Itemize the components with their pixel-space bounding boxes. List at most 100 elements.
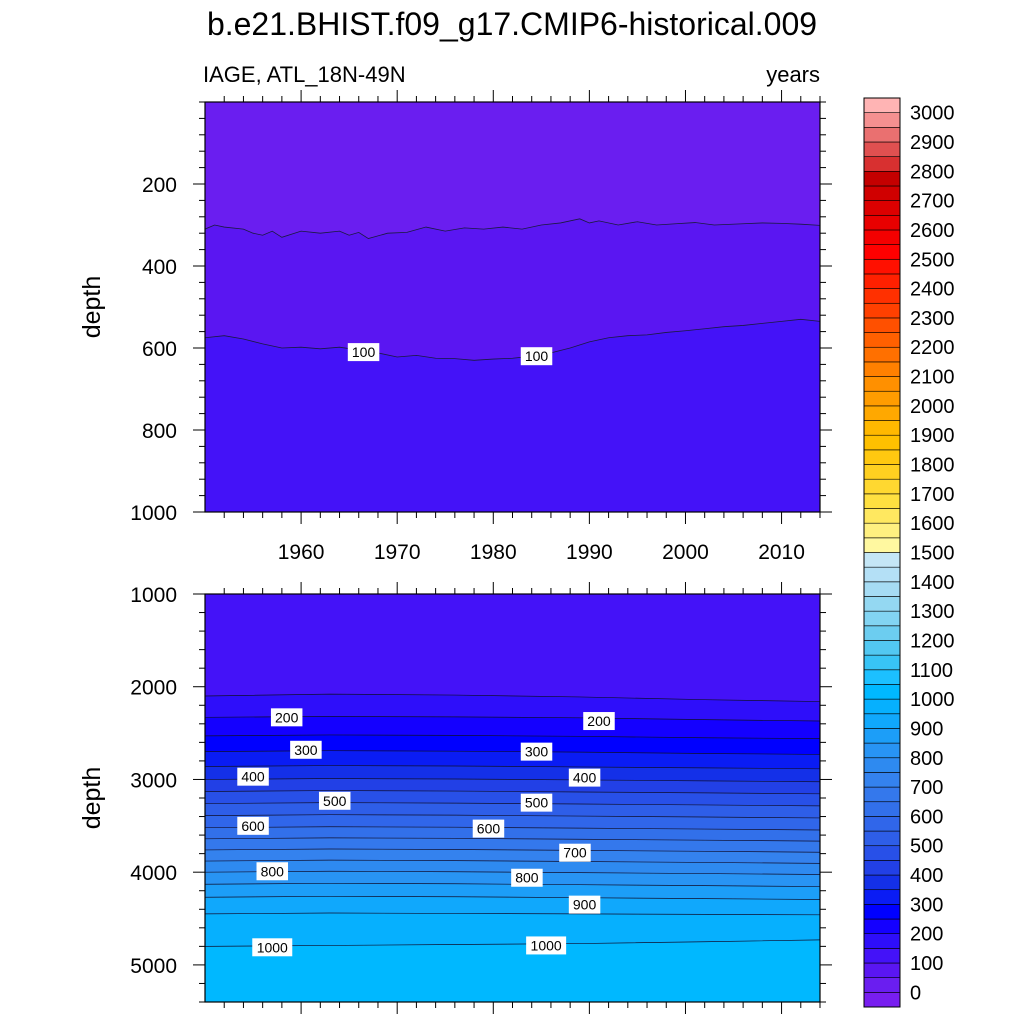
contour-line: [205, 859, 820, 864]
colorbar-label: 800: [910, 748, 943, 770]
colorbar-label: 1200: [910, 630, 955, 652]
y-tick-label: 200: [142, 174, 177, 197]
y-tick-label: 2000: [130, 677, 177, 700]
contour-label-box: [511, 868, 543, 887]
contour-line: [205, 716, 820, 722]
contour-label: 400: [241, 769, 265, 785]
colorbar-swatch: [863, 390, 901, 407]
colorbar-swatch: [863, 596, 901, 612]
contour-label-box: [237, 767, 269, 786]
colorbar-swatch: [863, 214, 901, 231]
upper-panel: 100 100 1960 1970 1980 1990 2000 2010 200 400 600 8…: [78, 90, 832, 564]
contour-label: 600: [477, 821, 501, 837]
colorbar-label: 1600: [910, 513, 955, 535]
y-tick-label: 1000: [130, 584, 177, 607]
colorbar-swatch: [863, 742, 901, 759]
colorbar-label: 1900: [910, 425, 955, 447]
contour-label: 900: [573, 897, 597, 913]
colorbar-swatch: [863, 449, 901, 465]
colorbar-swatch: [863, 434, 901, 451]
colorbar-swatch: [863, 772, 901, 788]
contour-fills: [205, 102, 820, 512]
contour-label: 700: [563, 845, 587, 861]
colorbar-swatch: [863, 904, 901, 920]
colorbar-swatch: [863, 346, 901, 363]
colorbar-swatch: [863, 464, 901, 480]
contour-label: 800: [515, 870, 539, 886]
colorbar-swatch: [863, 874, 901, 891]
colorbar-swatch: [863, 933, 901, 949]
colorbar-label: 1500: [910, 543, 955, 565]
colorbar-swatch: [863, 302, 901, 319]
contour-label: 300: [294, 742, 318, 758]
contour-label: 100: [352, 344, 376, 360]
contour-label-box: [520, 742, 553, 761]
colorbar-swatch: [863, 478, 901, 495]
contour-label-box: [347, 343, 380, 362]
contour-line: [205, 802, 820, 807]
colorbar-label: 100: [910, 953, 943, 975]
colorbar-swatch: [863, 992, 901, 1008]
contour-label: 200: [275, 709, 299, 725]
colorbar-label: 600: [910, 806, 943, 828]
y-tick-label: 3000: [130, 769, 177, 792]
colorbar-label: 2100: [910, 367, 955, 389]
band-fill: [205, 102, 820, 239]
colorbar-label: 2300: [910, 308, 955, 330]
contour-line: [205, 895, 820, 900]
colorbar-swatch: [863, 332, 901, 348]
colorbar-label: 700: [910, 777, 943, 799]
colorbar-swatch: [863, 361, 901, 377]
contour-line: [205, 939, 820, 947]
y-axis-label: depth: [78, 276, 106, 339]
colorbar-label: 3000: [910, 103, 955, 125]
colorbar-swatch: [863, 405, 901, 421]
contour-label: 500: [323, 793, 347, 809]
x-tick-label: 2010: [758, 541, 805, 564]
x-tick-label: 1960: [278, 541, 325, 564]
colorbar-swatch: [863, 625, 901, 641]
contour-label: 600: [241, 818, 265, 834]
contour-line: [205, 765, 820, 770]
colorbar-swatch: [863, 962, 901, 978]
colorbar-swatch: [863, 141, 901, 157]
colorbar-swatch: [863, 640, 901, 656]
x-tick-label: 2000: [662, 541, 709, 564]
colorbar-swatch: [863, 156, 901, 172]
contour-label: 400: [573, 770, 597, 786]
colorbar-swatch: [863, 713, 901, 729]
contour-line: [205, 790, 820, 795]
colorbar-swatch: [863, 171, 901, 187]
colorbar-label: 2900: [910, 132, 955, 154]
x-tick-label: 1980: [470, 541, 517, 564]
colorbar-frame: [863, 97, 901, 1008]
colorbar-swatch: [863, 610, 901, 627]
colorbar-label: 1300: [910, 601, 955, 623]
contour-line: [205, 318, 820, 361]
colorbar-label: 400: [910, 865, 943, 887]
contour-line: [205, 814, 820, 819]
colorbar-swatch: [863, 508, 901, 524]
y-tick-label: 600: [142, 338, 177, 361]
colorbar-swatch: [863, 786, 901, 803]
colorbar-swatch: [863, 112, 901, 128]
contour-label: 200: [587, 713, 611, 729]
colorbar-label: 1100: [910, 660, 953, 682]
colorbar-swatch: [863, 317, 901, 333]
colorbar-swatch: [863, 493, 901, 509]
contour-label: 800: [261, 863, 285, 879]
y-tick-label: 5000: [130, 955, 177, 978]
colorbar-label: 1000: [910, 689, 955, 711]
colorbar-swatch: [863, 229, 901, 245]
x-tick-label: 1970: [374, 541, 421, 564]
contour-line: [205, 734, 820, 740]
colorbar-swatch: [863, 889, 901, 905]
contour-label-box: [472, 819, 505, 838]
colorbar-swatch: [863, 948, 901, 964]
contour-label: 100: [525, 348, 549, 364]
contour-label: 300: [525, 744, 549, 760]
colorbar-swatch: [863, 420, 901, 436]
colorbar-swatch: [863, 552, 901, 568]
colorbar-swatch: [863, 845, 901, 861]
colorbar-label: 300: [910, 894, 943, 916]
